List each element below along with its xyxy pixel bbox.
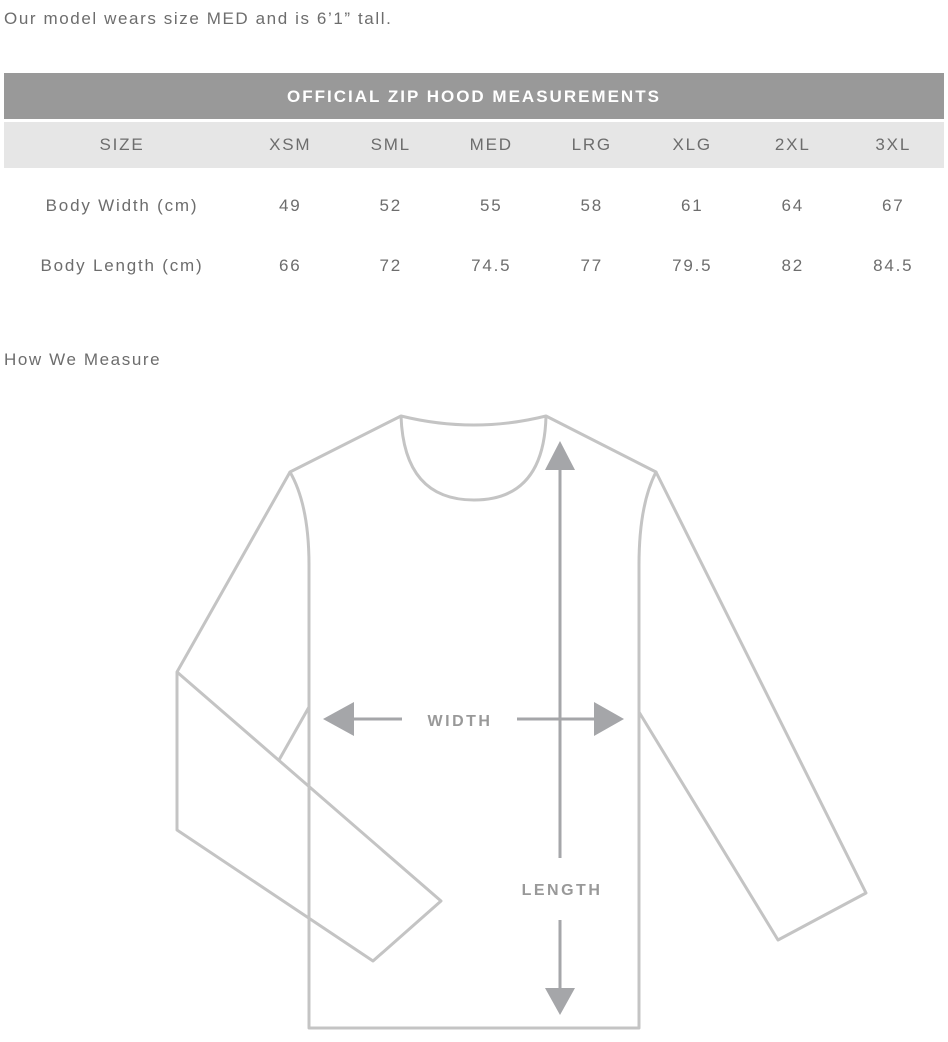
header-cell: MED — [469, 135, 513, 154]
header-cell: SIZE — [99, 135, 145, 154]
row-label: Body Width (cm) — [45, 195, 199, 215]
table-title: OFFICIAL ZIP HOOD MEASUREMENTS — [4, 73, 944, 119]
body-outline — [288, 414, 658, 1030]
left-sleeve — [175, 471, 443, 963]
width-label: WIDTH — [428, 713, 493, 730]
cell: 82 — [781, 255, 804, 275]
arrow-up-icon — [545, 441, 575, 470]
arrow-down-icon — [545, 988, 575, 1015]
table-row: Body Length (cm) 66 72 74.5 77 79.5 82 8… — [4, 243, 944, 288]
cell: 67 — [881, 195, 905, 215]
cell: 84.5 — [873, 255, 914, 275]
cell: 77 — [580, 255, 603, 275]
row-label: Body Length (cm) — [40, 255, 204, 275]
cell: 72 — [379, 255, 402, 275]
cell: 61 — [680, 195, 704, 215]
size-header-row: SIZE XSM SML MED LRG XLG 2XL 3XL — [4, 122, 944, 168]
measure-arrows — [323, 441, 624, 1015]
header-cell: XLG — [672, 135, 712, 154]
cell: 79.5 — [672, 255, 713, 275]
header-cell: 3XL — [875, 135, 912, 154]
header-cell: XSM — [269, 135, 312, 154]
cell: 52 — [379, 195, 402, 215]
arrow-right-icon — [594, 702, 624, 736]
length-label: LENGTH — [522, 882, 603, 899]
cell: 64 — [781, 195, 804, 215]
cell: 58 — [580, 195, 603, 215]
table-row: Body Width (cm) 49 52 55 58 61 64 67 — [4, 183, 944, 228]
garment-outline — [175, 414, 868, 1030]
how-we-measure-heading: How We Measure — [4, 350, 162, 369]
model-size-note: Our model wears size MED and is 6’1” tal… — [4, 9, 393, 28]
cell: 74.5 — [471, 255, 512, 275]
cell: 49 — [278, 195, 302, 215]
cell: 66 — [278, 255, 302, 275]
header-cell: 2XL — [774, 135, 811, 154]
arrow-left-icon — [323, 702, 354, 736]
cell: 55 — [479, 195, 503, 215]
header-cell: SML — [370, 135, 411, 154]
right-sleeve — [637, 471, 868, 942]
header-cell: LRG — [571, 135, 612, 154]
measurements-table: OFFICIAL ZIP HOOD MEASUREMENTS SIZE XSM … — [4, 73, 944, 288]
left-cuff-fold — [277, 706, 311, 761]
neckline — [399, 415, 548, 502]
